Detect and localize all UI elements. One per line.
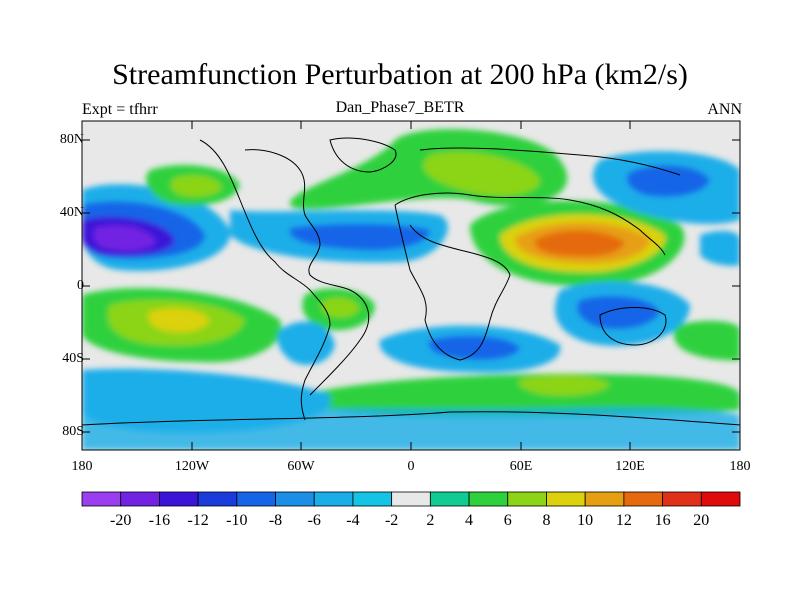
colorbar-label: -6 (307, 512, 321, 529)
colorbar-label: 16 (654, 512, 671, 529)
y-label-40s: 40S (62, 351, 84, 366)
contour-sep-negative (277, 321, 335, 365)
contour-atlantic-core (289, 223, 430, 251)
colorbar-swatch (159, 491, 199, 507)
contour-npac-min (93, 225, 156, 251)
coastline-americas-east (244, 149, 370, 396)
colorbar-label: 2 (426, 512, 435, 529)
colorbar-swatch (275, 491, 315, 507)
contour-southern-positive (299, 373, 740, 418)
colorbar-swatch (197, 491, 238, 507)
colorbar-label: 10 (577, 512, 594, 529)
x-label-180-right: 180 (729, 459, 751, 474)
contour-sam-core (321, 297, 360, 318)
colorbar-swatch (313, 491, 354, 507)
colorbar-swatch (623, 491, 663, 507)
colorbar-label: -2 (384, 512, 399, 529)
contour-edge-positive (673, 320, 740, 361)
contour-asian-core (534, 230, 625, 257)
page-title: Streamfunction Perturbation at 200 hPa (… (112, 58, 688, 91)
x-label-180-left: 180 (71, 459, 93, 474)
contour-npac-pos-core (170, 175, 222, 197)
colorbar-label: -10 (226, 512, 248, 529)
colorbar-label: 20 (693, 512, 710, 529)
x-label-120w: 120W (174, 459, 210, 474)
colorbar-label: -4 (346, 512, 360, 529)
coastlines (82, 137, 740, 426)
colorbar-swatch (352, 491, 393, 507)
colorbar-label: 8 (542, 512, 551, 529)
contour-arctic-core (423, 151, 540, 196)
x-label-120e: 120E (615, 459, 645, 474)
colorbar-swatch (507, 491, 547, 507)
colorbar-swatch (700, 491, 741, 507)
colorbar-swatch (429, 491, 470, 507)
contour-field (82, 121, 740, 450)
contour-antarctic-negative (82, 407, 740, 450)
colorbar-swatch (120, 491, 160, 507)
colorbar-swatch (546, 491, 586, 507)
coastline-greenland (329, 137, 397, 173)
contour-spac-core (148, 308, 210, 333)
colorbar-label: -16 (148, 512, 171, 529)
contour-southern-core (518, 375, 610, 396)
y-label-80s: 80S (62, 424, 84, 439)
coastline-americas-west (199, 139, 331, 421)
season-label: ANN (707, 101, 742, 118)
coastline-antarctica (82, 411, 740, 426)
contour-edge-negative (700, 230, 740, 266)
contour-sio-core (428, 335, 520, 360)
x-label-60e: 60E (509, 459, 533, 474)
colorbar-label: 6 (503, 512, 512, 529)
y-label-0: 0 (77, 278, 84, 293)
colorbar (81, 491, 741, 507)
colorbar-label: 12 (615, 512, 632, 529)
colorbar-swatch (584, 491, 625, 507)
experiment-label: Expt = tfhrr (82, 101, 158, 118)
coastline-eurasia-south (394, 192, 666, 256)
colorbar-label: -12 (187, 512, 209, 529)
colorbar-swatch (81, 491, 122, 507)
colorbar-swatch (468, 491, 509, 507)
x-label-0: 0 (407, 459, 415, 474)
y-ticks (82, 139, 740, 433)
coastline-australia (599, 307, 667, 346)
case-label: Dan_Phase7_BETR (335, 99, 465, 116)
contour-wpac-core (626, 165, 710, 197)
colorbar-swatch (662, 491, 702, 507)
y-label-80n: 80N (59, 132, 84, 147)
coastline-africa (394, 204, 511, 361)
x-label-60w: 60W (287, 459, 315, 474)
colorbar-swatch (236, 491, 276, 507)
contour-aus-core (577, 296, 660, 330)
x-ticks (191, 121, 631, 450)
colorbar-label: -20 (110, 512, 132, 529)
colorbar-label: -8 (268, 512, 283, 529)
colorbar-swatch (391, 491, 431, 507)
y-label-40n: 40N (59, 205, 84, 220)
coastline-eurasia-north (419, 147, 681, 176)
colorbar-label: 4 (465, 512, 474, 529)
